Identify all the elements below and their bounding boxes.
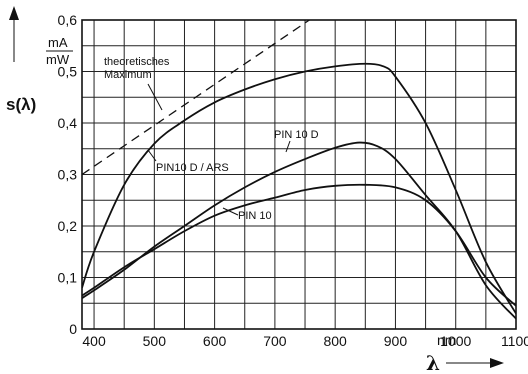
leader-pin10d — [285, 140, 291, 153]
curves — [82, 20, 516, 320]
leader-theoretisches — [147, 83, 163, 111]
y-tick-label: 0,4 — [58, 115, 78, 131]
plot-frame — [81, 19, 517, 330]
x-axis-label: λ — [426, 351, 440, 374]
series-line-1 — [82, 62, 516, 315]
label-pin10: PIN 10 — [238, 210, 272, 222]
x-axis-arrow — [446, 358, 504, 368]
y-tick-label: 0 — [69, 321, 77, 337]
label-theoretisches-line2: Maximum — [104, 69, 152, 81]
x-tick-labels: 400 500 600 700 800 900 1000 1100 — [82, 333, 528, 349]
label-theoretisches-line1: theoretisches — [104, 56, 170, 68]
x-tick-label: 600 — [203, 333, 227, 349]
x-tick-label: 400 — [82, 333, 106, 349]
label-pin10d: PIN 10 D — [274, 129, 319, 141]
y-tick-labels: 0 0,1 0,2 0,3 0,4 0,5 0,6 — [58, 12, 78, 337]
x-unit: nm — [437, 332, 456, 348]
x-tick-label: 1000 — [440, 333, 471, 349]
y-axis-label: s(λ) — [6, 95, 36, 114]
x-tick-label: 500 — [143, 333, 167, 349]
series-line-2 — [82, 141, 516, 320]
x-tick-label: 800 — [323, 333, 347, 349]
y-tick-label: 0,6 — [58, 12, 78, 28]
y-tick-label: 0,3 — [58, 167, 78, 183]
label-pin10d-ars: PIN10 D / ARS — [156, 162, 229, 174]
y-tick-label: 0,1 — [58, 270, 78, 286]
y-tick-label: 0,5 — [58, 64, 78, 80]
y-unit-denominator: mW — [46, 52, 70, 67]
y-axis-arrow — [9, 6, 19, 62]
leader-pin10d-ars — [147, 149, 157, 162]
x-tick-label: 900 — [384, 333, 408, 349]
y-tick-label: 0,2 — [58, 218, 78, 234]
y-unit-numerator: mA — [48, 35, 68, 50]
series-line-3 — [82, 183, 516, 307]
x-tick-label: 700 — [263, 333, 287, 349]
x-tick-label: 1100 — [501, 333, 528, 349]
leader-pin10 — [222, 207, 239, 216]
series-line-0 — [82, 20, 311, 176]
